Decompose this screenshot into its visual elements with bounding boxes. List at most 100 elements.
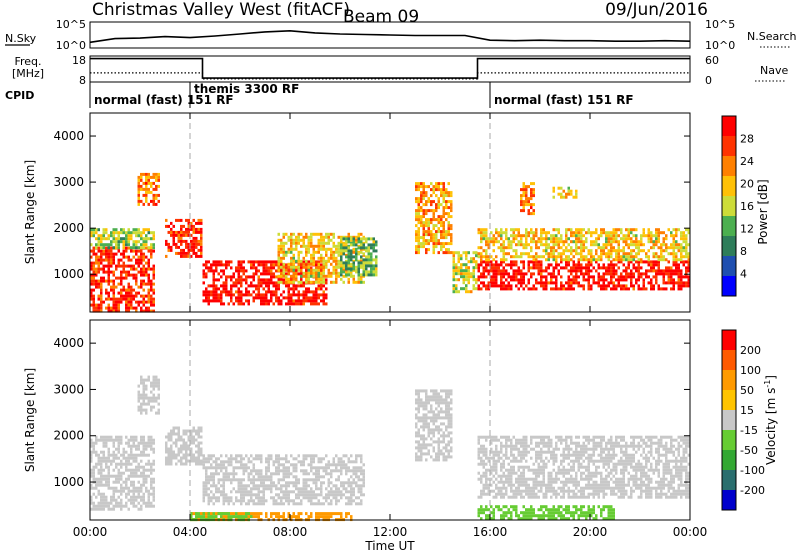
power-cell: [190, 242, 193, 246]
velocity-cell: [142, 387, 145, 391]
power-cell: [127, 285, 130, 289]
velocity-cell: [417, 410, 420, 414]
power-cell: [187, 230, 190, 234]
power-cell: [622, 246, 625, 250]
power-cell: [117, 246, 120, 250]
power-cell: [632, 243, 635, 247]
power-cell: [277, 244, 280, 248]
power-cell: [497, 263, 500, 267]
power-cell: [170, 248, 173, 252]
power-cell: [145, 184, 148, 188]
power-cell: [522, 209, 525, 213]
power-cell: [415, 182, 418, 186]
power-cell: [135, 249, 138, 253]
power-cell: [117, 303, 120, 307]
power-cell: [417, 215, 420, 219]
velocity-cell: [335, 454, 338, 458]
velocity-cell: [120, 471, 123, 475]
velocity-cell: [97, 459, 100, 463]
power-cell: [647, 275, 650, 279]
power-cell: [585, 272, 588, 276]
velocity-cell: [427, 398, 430, 402]
power-cell: [530, 275, 533, 279]
power-cell: [605, 272, 608, 276]
power-cell: [277, 268, 280, 272]
velocity-cell: [432, 458, 435, 462]
velocity-cell: [340, 515, 343, 519]
velocity-cell: [425, 425, 428, 429]
power-cell: [112, 258, 115, 262]
power-cell: [112, 303, 115, 307]
power-cell: [142, 181, 145, 185]
power-cell: [477, 278, 480, 282]
power-cell: [257, 281, 260, 285]
power-cell: [520, 252, 523, 256]
velocity-cell: [190, 438, 193, 442]
velocity-cell: [140, 474, 143, 478]
power-cell: [445, 206, 448, 210]
velocity-cell: [442, 401, 445, 405]
power-cell: [232, 284, 235, 288]
power-cell: [310, 238, 313, 242]
power-cell: [517, 278, 520, 282]
velocity-cell: [105, 456, 108, 460]
velocity-cell: [127, 498, 130, 502]
power-cell: [637, 272, 640, 276]
power-cell: [512, 231, 515, 235]
power-cell: [677, 272, 680, 276]
power-cell: [432, 245, 435, 249]
power-cell: [105, 237, 108, 241]
velocity-cell: [245, 502, 248, 506]
power-cell: [445, 188, 448, 192]
velocity-cell: [257, 490, 260, 494]
velocity-cell: [355, 460, 358, 464]
velocity-cell: [115, 498, 118, 502]
velocity-cell: [97, 471, 100, 475]
power-cell: [245, 299, 248, 303]
velocity-cell: [445, 443, 448, 447]
power-cell: [612, 281, 615, 285]
power-cell: [657, 255, 660, 259]
power-cell: [232, 272, 235, 276]
power-cell: [95, 303, 98, 307]
power-cell: [147, 309, 150, 313]
velocity-cell: [300, 460, 303, 464]
power-cell: [600, 252, 603, 256]
power-cell: [555, 287, 558, 291]
velocity-cell: [127, 462, 130, 466]
power-cell: [540, 231, 543, 235]
power-cell: [275, 263, 278, 267]
power-cell: [612, 284, 615, 288]
power-cell: [132, 246, 135, 250]
power-cell: [270, 293, 273, 297]
velocity-cell: [222, 502, 225, 506]
velocity-cell: [127, 456, 130, 460]
velocity-cell: [280, 496, 283, 500]
velocity-cell: [415, 398, 418, 402]
velocity-cell: [430, 437, 433, 441]
power-cell: [517, 240, 520, 244]
power-cell: [142, 282, 145, 286]
velocity-cell: [237, 490, 240, 494]
power-cell: [102, 234, 105, 238]
power-cell: [447, 224, 450, 228]
power-cell: [130, 231, 133, 235]
power-cell: [532, 263, 535, 267]
velocity-cell: [240, 466, 243, 470]
velocity-cell: [302, 454, 305, 458]
power-cell: [590, 234, 593, 238]
power-cell: [610, 275, 613, 279]
power-cell: [250, 260, 253, 264]
velocity-cell: [217, 466, 220, 470]
colorbar-swatch: [722, 236, 736, 257]
power-cell: [320, 269, 323, 273]
velocity-cell: [425, 398, 428, 402]
power-cell: [292, 302, 295, 306]
power-cell: [195, 245, 198, 249]
velocity-cell: [357, 496, 360, 500]
power-cell: [500, 228, 503, 232]
velocity-cell: [247, 472, 250, 476]
velocity-cell: [240, 490, 243, 494]
power-scatter: [90, 172, 690, 313]
velocity-cell: [92, 441, 95, 445]
